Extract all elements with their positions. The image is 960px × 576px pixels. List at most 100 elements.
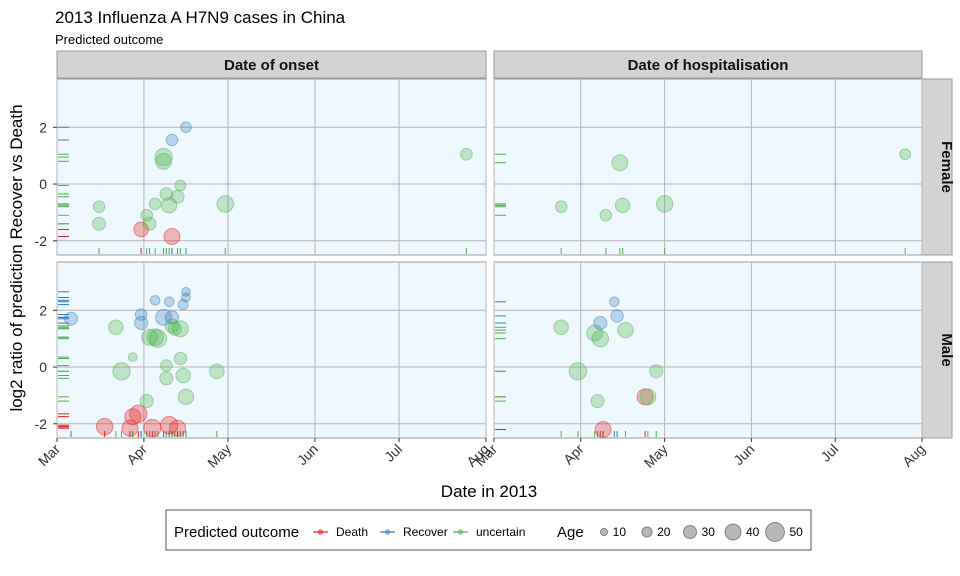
y-tick-label: 0 <box>39 176 47 192</box>
y-tick-label: -2 <box>35 416 48 432</box>
rug-y <box>58 126 69 238</box>
data-point-uncertain <box>173 351 188 366</box>
rug-y <box>58 291 69 429</box>
legend-key-dot <box>384 529 391 535</box>
data-point-death <box>129 404 148 424</box>
y-tick-label: -2 <box>35 233 48 249</box>
data-point-death <box>143 418 162 438</box>
data-point-death <box>124 408 142 426</box>
x-axis-title: Date in 2013 <box>441 482 537 501</box>
panel-date-of-hospitalisation-male <box>493 261 923 439</box>
strip-label: Female <box>938 141 955 193</box>
data-point-uncertain <box>146 328 164 347</box>
strip-background <box>921 261 953 439</box>
panel-date-of-onset-male <box>56 261 487 439</box>
strip-female: Female <box>921 78 955 256</box>
strip-background <box>493 50 923 79</box>
chart-subtitle: Predicted outcome <box>55 32 163 47</box>
legend-size-circle <box>682 524 698 540</box>
data-point-uncertain <box>209 363 225 380</box>
x-tick-label: Jun <box>294 441 321 468</box>
data-point-recover <box>163 296 175 308</box>
data-point-uncertain <box>460 147 473 161</box>
data-point-death <box>133 221 149 238</box>
legend-title-age: Age <box>557 524 584 541</box>
data-point-death <box>121 419 139 437</box>
rug-x <box>560 248 906 254</box>
panel-background <box>56 78 487 256</box>
data-point-uncertain <box>175 367 191 384</box>
legend-size-10: 10 <box>599 525 627 539</box>
legend-item-uncertain: uncertain <box>453 525 525 539</box>
data-point-uncertain <box>177 388 195 406</box>
data-point-uncertain <box>639 388 657 406</box>
data-point-uncertain <box>568 362 588 381</box>
panels: Date of onset Date of hospitalisation Fema… <box>35 50 955 471</box>
legend-size-circle <box>765 522 785 542</box>
data-point-uncertain <box>899 148 912 161</box>
y-tick-label: 2 <box>39 302 47 318</box>
data-point-uncertain <box>92 216 107 231</box>
rug-x <box>70 431 218 437</box>
data-point-uncertain <box>148 329 168 348</box>
data-point-uncertain <box>170 189 185 204</box>
data-point-uncertain <box>159 371 174 386</box>
x-tick-label: Aug <box>899 441 928 470</box>
data-point-uncertain <box>553 319 569 336</box>
panel-date-of-hospitalisation-female <box>493 78 923 256</box>
data-point-recover <box>155 308 173 326</box>
rug-y <box>495 153 506 216</box>
panel-background <box>493 78 923 256</box>
panel-background <box>493 261 923 439</box>
data-point-uncertain <box>148 197 162 211</box>
strip-background <box>921 78 953 256</box>
data-point-uncertain <box>154 147 173 167</box>
legend-size-30: 30 <box>682 524 716 540</box>
legend-size-label: 10 <box>613 525 627 539</box>
legend-key-dot <box>457 529 464 535</box>
data-point-uncertain <box>112 362 131 381</box>
panel-date-of-onset-female <box>56 78 487 256</box>
data-point-uncertain <box>167 321 182 336</box>
data-point-death <box>636 388 654 406</box>
data-point-uncertain <box>140 208 154 222</box>
data-point-uncertain <box>586 324 604 342</box>
strip-label: Date of onset <box>224 57 319 74</box>
x-tick-label: May <box>204 441 234 471</box>
rug-y <box>495 301 506 430</box>
data-point-recover <box>63 311 79 326</box>
legend-item-recover: Recover <box>380 525 448 539</box>
x-tick-label: Apr <box>560 441 587 468</box>
y-axis-title: log2 ratio of prediction Recover vs Deat… <box>7 104 26 411</box>
legend-size-circle <box>641 526 653 538</box>
data-point-recover <box>610 309 624 323</box>
legend-size-circle <box>724 523 742 541</box>
data-point-recover <box>164 310 180 325</box>
data-point-uncertain <box>171 320 189 338</box>
y-tick-label: 0 <box>39 359 47 375</box>
legend-key-dot <box>317 529 324 535</box>
x-tick-label: May <box>641 441 671 471</box>
legend-size-label: 20 <box>657 525 671 539</box>
rug-x <box>560 431 657 437</box>
data-point-uncertain <box>127 352 138 362</box>
data-point-recover <box>177 298 189 311</box>
legend-size-label: 30 <box>702 525 716 539</box>
y-tick-label: 2 <box>39 119 47 135</box>
data-point-recover <box>608 296 620 308</box>
legend-size-label: 40 <box>746 525 760 539</box>
data-point-recover <box>593 315 608 331</box>
data-point-recover <box>181 292 191 303</box>
panel-background <box>56 261 487 439</box>
legend-size-20: 20 <box>641 525 671 539</box>
data-point-uncertain <box>216 195 235 213</box>
legend-item-death: Death <box>313 525 368 539</box>
data-point-uncertain <box>174 179 187 192</box>
data-point-uncertain <box>92 200 106 214</box>
legend-label: uncertain <box>476 525 525 539</box>
data-point-uncertain <box>141 328 159 346</box>
data-point-death <box>95 417 114 436</box>
data-point-uncertain <box>164 318 180 334</box>
